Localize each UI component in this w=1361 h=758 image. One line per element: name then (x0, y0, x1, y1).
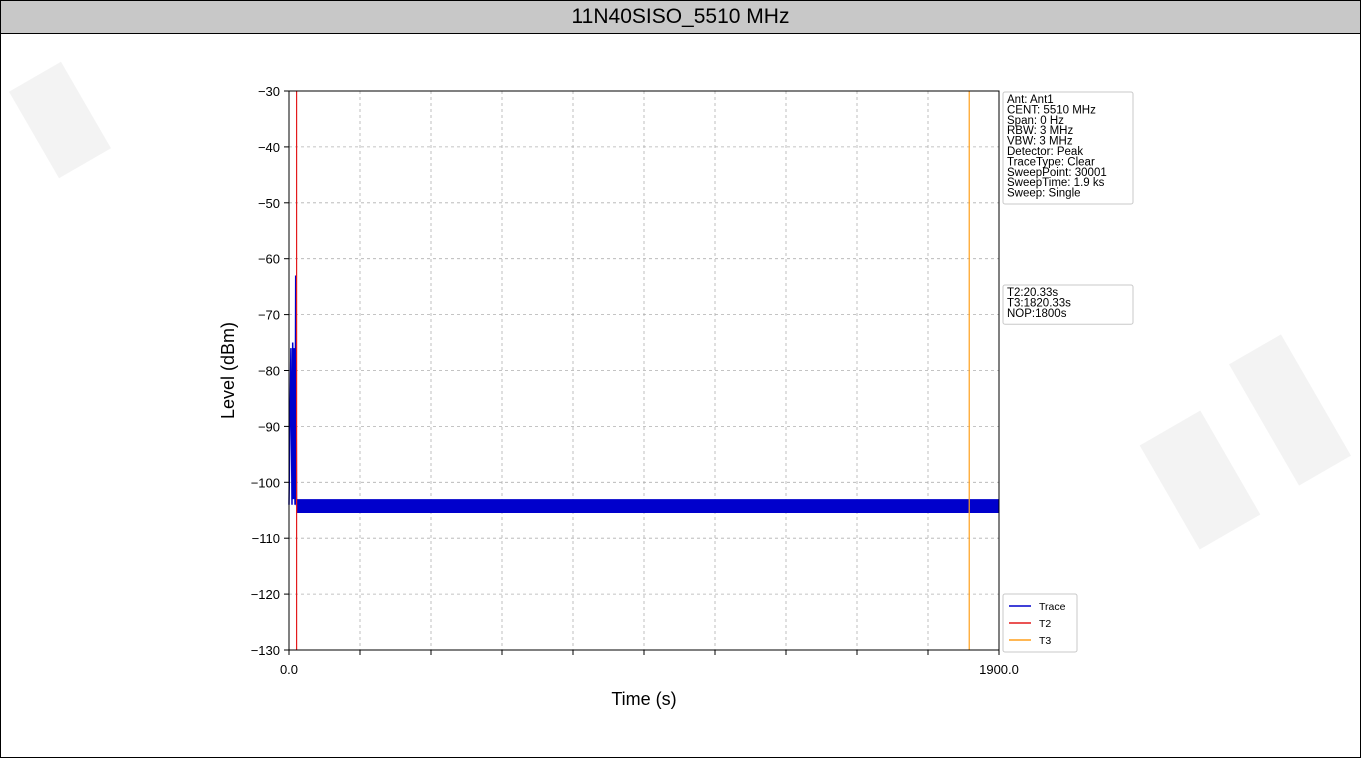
timing-box-border (1002, 284, 1134, 325)
y-tick-label: −100 (251, 475, 280, 490)
x-axis-label: Time (s) (611, 689, 676, 709)
y-tick-label: −60 (258, 252, 280, 267)
info-box-line: TraceType: Clear (1007, 156, 1095, 168)
info-box-line: Detector: Peak (1007, 146, 1083, 158)
y-tick-label: −80 (258, 364, 280, 379)
info-box-border (1002, 91, 1134, 205)
y-tick-label: −50 (258, 196, 280, 211)
x-tick-label: 1900.0 (979, 662, 1019, 677)
info-box-line: SweepTime: 1.9 ks (1007, 177, 1105, 189)
legend-label: T2 (1039, 618, 1051, 630)
legend: Trace T2 T3 (1002, 593, 1078, 653)
info-box-line: RBW: 3 MHz (1007, 125, 1073, 137)
series-layer (288, 275, 999, 514)
legend-border (1002, 593, 1078, 653)
info-box-line: SweepPoint: 30001 (1007, 167, 1107, 179)
info-box-line: CENT: 5510 MHz (1007, 104, 1096, 116)
legend-label: Trace (1039, 601, 1066, 613)
y-axis: −30 −40 −50 −60 −70 −80 −90 −100 −110 −120 −130 (251, 84, 289, 658)
y-tick-label: −40 (258, 140, 280, 155)
info-box-line: Ant: Ant1 (1007, 94, 1054, 106)
timing-box-line: NOP:1800s (1007, 308, 1067, 320)
x-tick-label: 0.0 (280, 662, 298, 677)
info-box-line: Span: 0 Hz (1007, 115, 1064, 127)
info-box-line: VBW: 3 MHz (1007, 136, 1073, 148)
y-tick-label: −120 (251, 587, 280, 602)
y-tick-label: −130 (251, 643, 280, 658)
timing-box-line: T3:1820.33s (1007, 297, 1071, 309)
info-box-line: Sweep: Single (1007, 188, 1081, 200)
y-tick-label: −70 (258, 308, 280, 323)
series-trace (288, 275, 999, 506)
y-tick-label: −90 (258, 419, 280, 434)
grid-lines (288, 90, 1000, 651)
y-tick-label: −110 (252, 531, 280, 546)
x-axis: 0.0 1900.0 (280, 650, 1019, 677)
timing-box-line: T2:20.33s (1007, 287, 1058, 299)
y-tick-label: −30 (258, 84, 280, 99)
legend-label: T3 (1039, 635, 1051, 647)
y-axis-label: Level (dBm) (218, 322, 238, 419)
series-trace-band (296, 499, 999, 514)
page-title: 11N40SISO_5510 MHz (1, 1, 1360, 34)
